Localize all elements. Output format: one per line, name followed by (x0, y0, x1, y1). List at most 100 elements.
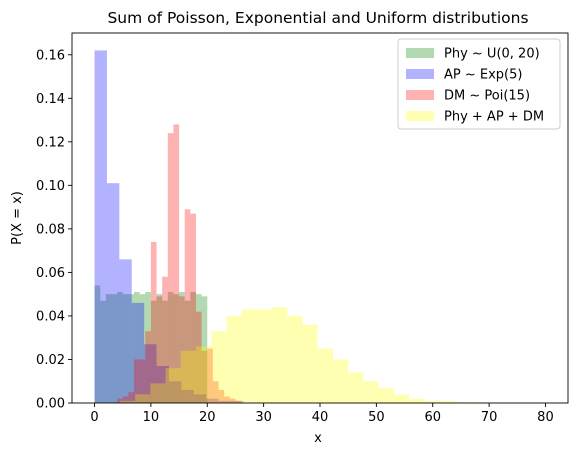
series-3-bar-13 (184, 209, 191, 403)
legend-label: DM ~ Poi(15) (444, 89, 530, 104)
series-3-bar-5 (139, 359, 146, 403)
legend-label: Phy + AP + DM (444, 110, 544, 125)
x-tick-label: 60 (424, 410, 441, 425)
series-1-bar-5 (117, 292, 123, 403)
legend-swatch (406, 48, 434, 58)
series-4-bar-14 (317, 348, 333, 403)
series-2-bar-8 (181, 389, 194, 403)
series-2-bar-5 (144, 344, 157, 403)
series-1-bar-10 (145, 292, 151, 403)
series-1-bar-1 (94, 285, 101, 403)
series-3-bars (117, 124, 242, 403)
series-2-bar-9 (193, 394, 207, 403)
y-tick-label: 0.06 (36, 266, 65, 281)
series-1-bar-20 (201, 296, 208, 403)
x-tick-label: 30 (255, 410, 272, 425)
x-tick-label: 50 (368, 410, 385, 425)
series-3-bar-11 (173, 124, 180, 403)
series-3-bar-9 (162, 276, 168, 403)
series-2-bar-2 (106, 183, 120, 403)
series-3-bar-22 (235, 400, 242, 403)
series-3-bar-7 (150, 241, 157, 403)
series-3-bar-6 (145, 331, 151, 403)
series-1-bar-11 (150, 300, 157, 403)
series-4-bar-21 (424, 400, 440, 403)
x-tick-label: 70 (481, 410, 498, 425)
series-3-bar-19 (218, 389, 225, 403)
series-2-bar-7 (168, 381, 182, 403)
y-tick-label: 0.12 (36, 135, 65, 150)
series-4-bar-22 (439, 400, 455, 403)
x-axis-label: x (314, 431, 322, 446)
series-3-bar-8 (156, 296, 163, 403)
chart-title: Sum of Poisson, Exponential and Uniform … (107, 9, 528, 27)
x-tick-label: 10 (143, 410, 160, 425)
series-1-bars (94, 285, 208, 403)
series-4-bar-13 (302, 324, 318, 403)
y-tick-label: 0.08 (36, 222, 65, 237)
series-4-bar-11 (272, 307, 288, 403)
y-tick-label: 0.14 (36, 92, 65, 107)
series-3-bar-18 (212, 381, 219, 403)
series-4-bar-3 (150, 383, 166, 403)
series-3-bar-20 (224, 396, 230, 403)
y-tick-label: 0.02 (36, 353, 65, 368)
x-tick-label: 80 (537, 410, 554, 425)
series-2-bar-1 (94, 50, 107, 403)
series-1-bar-19 (196, 294, 202, 403)
legend-label: Phy ~ U(0, 20) (444, 47, 540, 62)
series-4-bar-19 (393, 394, 410, 403)
series-4-bar-6 (196, 346, 212, 403)
legend-swatch (406, 69, 434, 79)
series-4-bar-5 (180, 350, 196, 403)
x-tick-label: 20 (199, 410, 216, 425)
series-2-bars (94, 50, 244, 403)
series-2-bar-11 (218, 400, 231, 403)
series-3-bar-16 (201, 350, 208, 403)
series-4-bar-2 (135, 394, 151, 403)
series-2-bar-3 (119, 259, 132, 403)
series-1-bar-14 (167, 292, 174, 403)
series-4-bar-18 (378, 387, 394, 403)
x-axis-ticks: 0 10 20 30 40 50 60 70 80 (90, 403, 554, 425)
series-4-bar-15 (332, 359, 349, 403)
series-1-bar-16 (179, 292, 185, 403)
series-2-bar-10 (206, 398, 219, 403)
series-1-bar-7 (128, 294, 134, 403)
series-4-bar-23 (454, 401, 470, 403)
series-3-bar-15 (196, 311, 202, 403)
y-axis-label: P(X = x) (10, 191, 25, 245)
series-4-bar-20 (409, 398, 425, 403)
x-tick-label: 0 (90, 410, 98, 425)
series-3-bar-14 (190, 213, 196, 403)
legend-label: AP ~ Exp(5) (444, 68, 522, 83)
series-1-bar-2 (100, 300, 106, 403)
series-3-bar-12 (179, 296, 185, 403)
series-3-bar-21 (229, 398, 236, 403)
series-4-bar-8 (226, 315, 242, 403)
series-1-bar-18 (190, 292, 196, 403)
series-1-bar-12 (156, 294, 163, 403)
series-1-bar-3 (105, 294, 112, 403)
series-3-bar-4 (134, 359, 140, 403)
series-4-bar-1 (119, 400, 136, 403)
legend-swatch (406, 111, 434, 121)
series-4-bar-16 (348, 372, 364, 403)
series-2-bar-6 (156, 366, 169, 403)
legend-box (397, 38, 561, 130)
series-1-bar-6 (122, 294, 129, 403)
y-tick-label: 0.10 (36, 179, 65, 194)
series-4-bar-4 (165, 368, 181, 403)
y-axis-ticks: 0.00 0.02 0.04 0.06 0.08 0.10 0.12 0.14 0.16 (36, 48, 72, 412)
bars-layer (94, 50, 547, 403)
series-4-bar-10 (256, 309, 273, 403)
series-1-bar-8 (134, 292, 140, 403)
series-2-bar-4 (131, 302, 145, 403)
series-3-bar-1 (117, 398, 123, 403)
series-1-bar-13 (162, 300, 168, 403)
series-1-bar-17 (184, 300, 191, 403)
series-3-bar-3 (128, 392, 134, 403)
series-4-bar-12 (287, 315, 303, 403)
legend: Phy ~ U(0, 20) AP ~ Exp(5) DM ~ Poi(15) Phy… (397, 38, 561, 130)
